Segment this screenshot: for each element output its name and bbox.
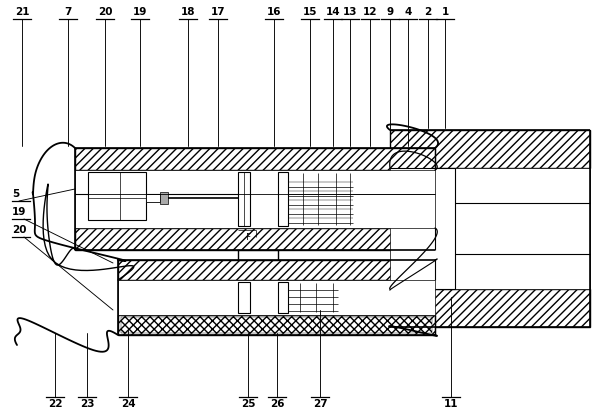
Text: 25: 25: [241, 399, 255, 409]
Text: 27: 27: [313, 399, 327, 409]
Text: 4: 4: [405, 7, 412, 17]
Bar: [118, 260, 435, 280]
Bar: [238, 172, 250, 226]
Bar: [455, 254, 590, 289]
Bar: [118, 315, 435, 335]
Text: 2: 2: [425, 7, 432, 17]
Text: 9: 9: [387, 7, 394, 17]
Text: 7: 7: [65, 7, 72, 17]
Bar: [455, 254, 590, 289]
Bar: [75, 148, 435, 170]
Text: 20: 20: [98, 7, 112, 17]
Text: 18: 18: [181, 7, 195, 17]
Bar: [390, 168, 590, 289]
Bar: [455, 168, 590, 203]
Text: 1: 1: [441, 7, 449, 17]
Text: 17: 17: [210, 7, 226, 17]
Bar: [75, 228, 435, 250]
Bar: [118, 260, 435, 280]
Bar: [75, 148, 435, 170]
Bar: [390, 289, 590, 327]
Text: 5: 5: [12, 189, 19, 199]
Bar: [338, 282, 388, 313]
Text: 20: 20: [12, 225, 27, 235]
Bar: [88, 172, 146, 220]
Text: 15: 15: [303, 7, 317, 17]
Text: 12: 12: [363, 7, 377, 17]
Text: 13: 13: [343, 7, 357, 17]
Text: 26: 26: [270, 399, 284, 409]
Text: 19: 19: [133, 7, 147, 17]
Bar: [278, 282, 288, 313]
Bar: [353, 172, 413, 226]
Bar: [75, 228, 435, 250]
Bar: [455, 168, 590, 203]
Text: 23: 23: [80, 399, 94, 409]
Bar: [390, 289, 590, 327]
Bar: [338, 282, 388, 313]
Bar: [75, 170, 435, 228]
Bar: [118, 280, 435, 315]
Bar: [353, 172, 413, 226]
Text: 11: 11: [444, 399, 458, 409]
Text: 19: 19: [12, 207, 27, 217]
Text: 24: 24: [121, 399, 135, 409]
Bar: [390, 130, 590, 168]
Bar: [118, 315, 435, 335]
Text: F: F: [246, 232, 251, 242]
Text: 14: 14: [326, 7, 340, 17]
Bar: [146, 194, 160, 202]
Bar: [88, 172, 146, 220]
Bar: [160, 192, 168, 204]
Text: 16: 16: [267, 7, 281, 17]
Bar: [390, 130, 590, 168]
Bar: [238, 282, 250, 313]
Bar: [121, 317, 432, 333]
Bar: [455, 203, 590, 254]
Bar: [121, 317, 432, 333]
Bar: [278, 172, 288, 226]
Text: 22: 22: [48, 399, 62, 409]
Text: 21: 21: [14, 7, 30, 17]
